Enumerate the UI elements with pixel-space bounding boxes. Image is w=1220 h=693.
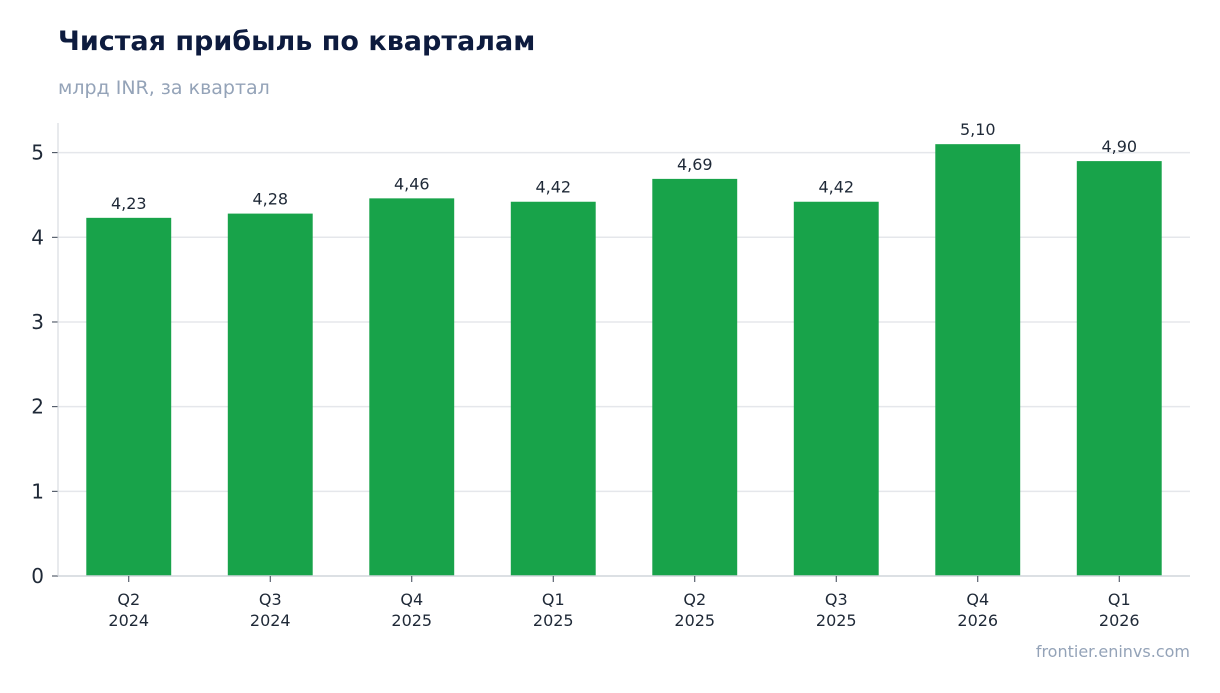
data-label: 4,28 xyxy=(252,190,288,209)
bar xyxy=(652,178,738,577)
x-tick-label-year: 2026 xyxy=(1099,611,1140,630)
bar xyxy=(369,198,455,576)
y-tick-label: 5 xyxy=(31,141,44,165)
data-labels: 4,23 4,28 4,46 4,42 4,69 4,42 5,10 4,90 xyxy=(111,120,1137,213)
bar xyxy=(510,201,596,576)
y-tick-label: 0 xyxy=(31,564,44,588)
axes: 0 1 2 3 4 5 Q2 2024 Q3 2024 Q4 2025 Q1 2025 Q2 2025 Q3 20… xyxy=(31,123,1190,630)
y-tick-label: 3 xyxy=(31,310,44,334)
bar xyxy=(86,217,172,576)
x-tick-label-year: 2025 xyxy=(674,611,715,630)
data-label: 4,42 xyxy=(535,178,571,197)
bar xyxy=(227,213,313,576)
x-tick-label-year: 2026 xyxy=(957,611,998,630)
x-tick-label-quarter: Q2 xyxy=(117,590,140,609)
x-tick-label-quarter: Q1 xyxy=(1108,590,1131,609)
source-credit: frontier.eninvs.com xyxy=(1035,642,1190,661)
data-label: 5,10 xyxy=(960,120,996,139)
x-tick-label-quarter: Q3 xyxy=(825,590,848,609)
x-tick-label-year: 2025 xyxy=(816,611,857,630)
x-tick-label-year: 2025 xyxy=(391,611,432,630)
x-tick-label-year: 2024 xyxy=(108,611,149,630)
y-tick-label: 4 xyxy=(31,225,44,249)
bar xyxy=(793,201,879,576)
bar xyxy=(935,144,1021,577)
x-tick-label-quarter: Q2 xyxy=(683,590,706,609)
x-tick-label-quarter: Q3 xyxy=(259,590,282,609)
x-tick-label-quarter: Q4 xyxy=(966,590,989,609)
data-label: 4,46 xyxy=(394,174,430,193)
y-tick-label: 2 xyxy=(31,395,44,419)
chart-subtitle: млрд INR, за квартал xyxy=(58,77,270,99)
data-label: 4,42 xyxy=(818,178,854,197)
chart-title: Чистая прибыль по кварталам xyxy=(58,26,536,57)
bar xyxy=(1076,161,1162,577)
y-tick-label: 1 xyxy=(31,479,44,503)
x-tick-label-quarter: Q1 xyxy=(542,590,565,609)
bars xyxy=(86,144,1162,577)
data-label: 4,69 xyxy=(677,155,713,174)
x-tick-label-year: 2024 xyxy=(250,611,291,630)
data-label: 4,23 xyxy=(111,194,147,213)
data-label: 4,90 xyxy=(1101,137,1137,156)
x-tick-label-quarter: Q4 xyxy=(400,590,423,609)
x-tick-label-year: 2025 xyxy=(533,611,574,630)
